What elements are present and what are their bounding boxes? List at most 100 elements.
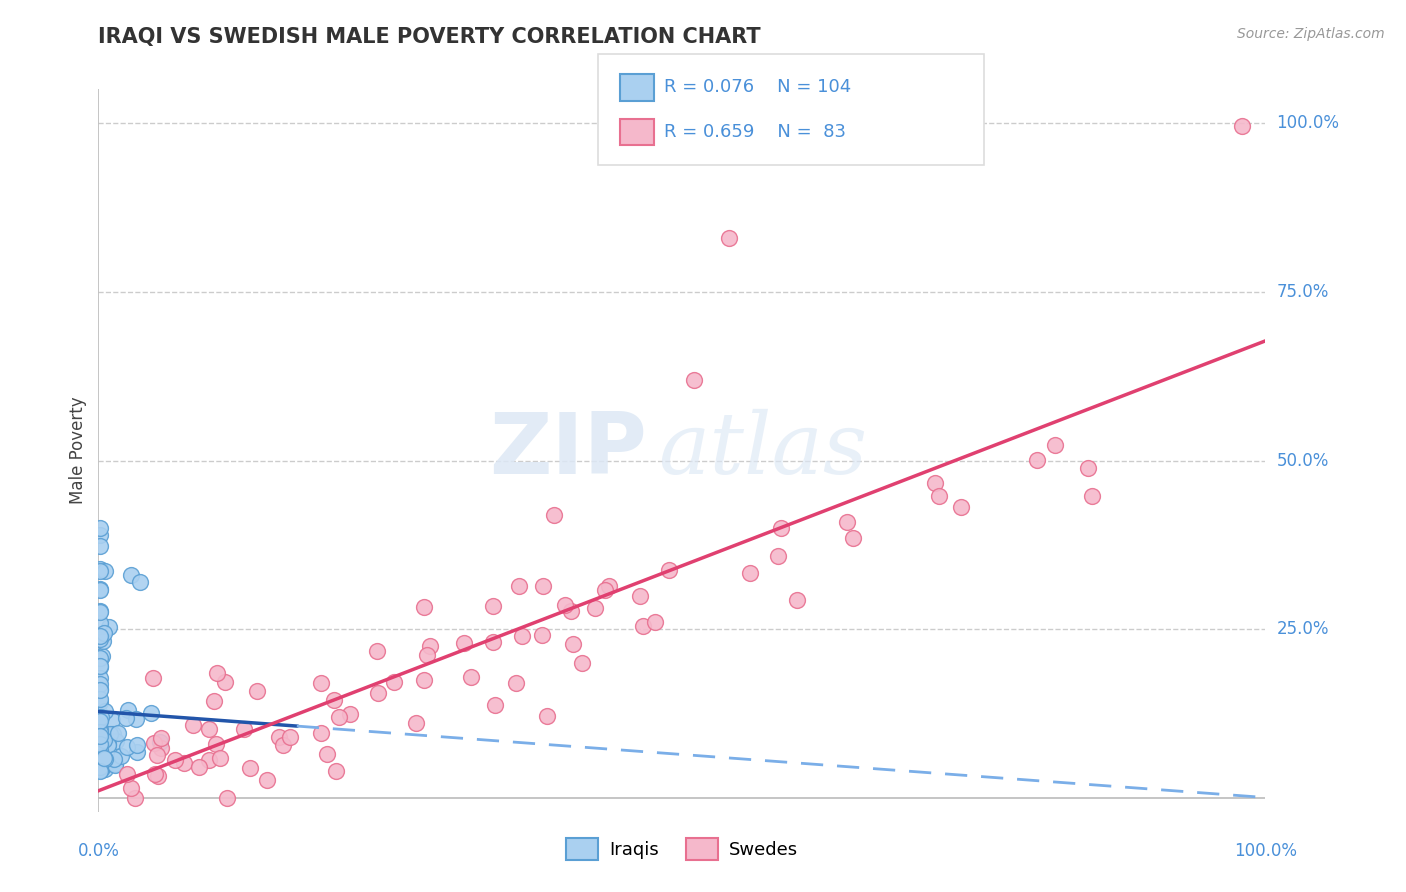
Point bbox=[269, 730, 291, 744]
Point bbox=[90, 761, 112, 775]
Point bbox=[89, 565, 111, 579]
Point bbox=[89, 714, 111, 728]
Point bbox=[328, 710, 350, 724]
Point bbox=[205, 665, 228, 680]
Point bbox=[91, 649, 114, 664]
Point bbox=[104, 757, 127, 772]
Point bbox=[482, 599, 505, 614]
Point bbox=[149, 740, 172, 755]
Text: 100.0%: 100.0% bbox=[1234, 842, 1296, 860]
Point bbox=[89, 562, 111, 576]
Point bbox=[143, 736, 166, 750]
Point bbox=[419, 639, 441, 653]
Point bbox=[89, 739, 111, 754]
Point bbox=[278, 730, 301, 744]
Point bbox=[115, 767, 138, 781]
Point bbox=[505, 676, 527, 690]
Point bbox=[89, 735, 111, 749]
Point bbox=[105, 733, 128, 747]
Point bbox=[413, 599, 436, 614]
Point bbox=[531, 628, 554, 642]
Point bbox=[215, 791, 238, 805]
Point bbox=[1043, 438, 1066, 452]
Point bbox=[173, 756, 195, 770]
Point bbox=[536, 708, 558, 723]
Point bbox=[149, 734, 172, 748]
Point bbox=[90, 732, 112, 747]
Point bbox=[103, 751, 125, 765]
Text: atlas: atlas bbox=[658, 409, 868, 491]
Point bbox=[139, 706, 162, 721]
Text: 50.0%: 50.0% bbox=[1277, 451, 1329, 469]
Point bbox=[1077, 460, 1099, 475]
Point bbox=[89, 741, 111, 756]
Point bbox=[89, 616, 111, 631]
Point bbox=[93, 704, 115, 718]
Point bbox=[561, 637, 583, 651]
Point bbox=[107, 726, 129, 740]
Point bbox=[89, 737, 111, 751]
Point bbox=[90, 734, 112, 748]
Point bbox=[531, 578, 554, 592]
Point bbox=[928, 489, 950, 503]
Point bbox=[246, 683, 269, 698]
Point bbox=[309, 726, 332, 740]
Point bbox=[117, 703, 139, 717]
Point bbox=[482, 635, 505, 649]
Point bbox=[93, 752, 115, 766]
Point bbox=[89, 583, 111, 598]
Point bbox=[89, 671, 111, 685]
Text: R = 0.659    N =  83: R = 0.659 N = 83 bbox=[664, 123, 845, 141]
Point bbox=[89, 730, 111, 744]
Point bbox=[633, 618, 655, 632]
Point bbox=[90, 731, 112, 745]
Point bbox=[484, 698, 506, 713]
Point bbox=[89, 604, 111, 618]
Point bbox=[89, 632, 111, 646]
Point bbox=[89, 681, 111, 696]
Point bbox=[163, 753, 186, 767]
Text: Source: ZipAtlas.com: Source: ZipAtlas.com bbox=[1237, 27, 1385, 41]
Point bbox=[97, 738, 120, 752]
Point bbox=[89, 724, 111, 739]
Point bbox=[89, 743, 111, 757]
Point bbox=[89, 695, 111, 709]
Point bbox=[315, 747, 337, 761]
Point bbox=[89, 763, 111, 777]
Point bbox=[598, 579, 620, 593]
Point bbox=[89, 735, 111, 749]
Point bbox=[89, 706, 111, 721]
Point bbox=[89, 745, 111, 759]
Text: 100.0%: 100.0% bbox=[1277, 114, 1340, 132]
Point bbox=[115, 711, 138, 725]
Point bbox=[89, 720, 111, 734]
Point bbox=[93, 626, 115, 640]
Text: 75.0%: 75.0% bbox=[1277, 283, 1329, 301]
Text: R = 0.076    N = 104: R = 0.076 N = 104 bbox=[664, 78, 851, 96]
Point bbox=[271, 738, 294, 752]
Point bbox=[460, 670, 482, 684]
Point bbox=[770, 521, 793, 535]
Point bbox=[382, 675, 405, 690]
Point bbox=[367, 686, 389, 700]
Point bbox=[89, 750, 111, 764]
Point bbox=[644, 615, 666, 629]
Point bbox=[198, 722, 221, 736]
Point bbox=[125, 745, 148, 759]
Point bbox=[142, 671, 165, 685]
Point bbox=[89, 521, 111, 535]
Point bbox=[89, 738, 111, 752]
Point bbox=[89, 539, 111, 553]
Point bbox=[89, 651, 111, 665]
Text: IRAQI VS SWEDISH MALE POVERTY CORRELATION CHART: IRAQI VS SWEDISH MALE POVERTY CORRELATIO… bbox=[98, 27, 761, 46]
Point bbox=[150, 731, 173, 746]
Point bbox=[89, 760, 111, 774]
Point bbox=[339, 706, 361, 721]
Point bbox=[717, 231, 740, 245]
Point bbox=[89, 746, 111, 760]
Point bbox=[842, 531, 865, 545]
Point bbox=[571, 656, 593, 670]
Y-axis label: Male Poverty: Male Poverty bbox=[69, 397, 87, 504]
Point bbox=[740, 566, 762, 580]
Point bbox=[214, 674, 236, 689]
